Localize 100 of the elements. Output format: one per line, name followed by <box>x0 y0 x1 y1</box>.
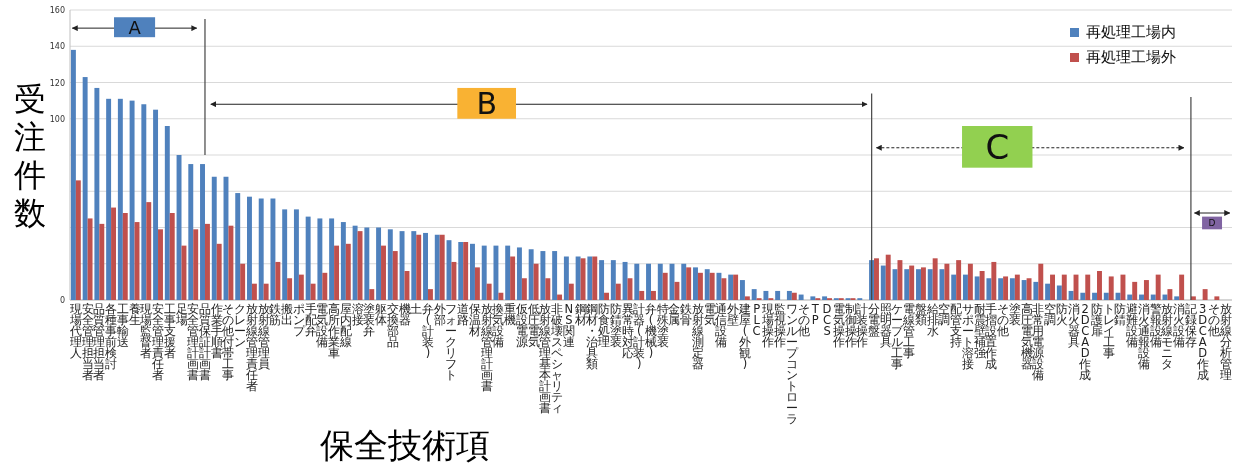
x-tick-label: 搬出 <box>281 302 294 327</box>
x-tick-label: クレーン <box>234 302 247 349</box>
bar <box>106 98 112 300</box>
bar <box>117 98 123 300</box>
bar <box>810 296 816 300</box>
x-tick-label: NS関連 <box>562 302 575 349</box>
bar <box>651 290 656 300</box>
bar <box>129 100 135 300</box>
x-tick-label: 機器 <box>398 302 411 327</box>
bar <box>909 265 915 300</box>
x-tick-label: 鋼材・治具類 <box>586 302 599 371</box>
x-tick-label: 放射線管理責任者 <box>245 302 258 393</box>
x-tick-label: 放射線モニタ <box>1161 302 1174 371</box>
bar <box>516 247 522 300</box>
bar <box>99 223 105 300</box>
x-tick-label: 鉄骨 <box>680 302 693 327</box>
bar <box>563 256 569 300</box>
bar <box>693 267 698 300</box>
x-tick-label: 建屋(外観) <box>738 302 751 371</box>
x-tick-label: 警報設備 <box>1149 302 1162 349</box>
x-tick-label: 通信設備 <box>715 302 728 349</box>
x-tick-label: 外部 <box>433 302 446 327</box>
x-tick-label: 金属 <box>668 302 681 327</box>
x-tick-label: 鋼材 <box>574 302 587 327</box>
bar <box>880 265 886 300</box>
bar <box>1202 289 1208 300</box>
bar <box>622 261 628 300</box>
y-tick-label: 160 <box>49 6 65 15</box>
bar <box>1033 281 1039 300</box>
bar <box>610 260 616 300</box>
bar <box>329 218 335 300</box>
x-tick-label: 電気 <box>703 302 716 327</box>
x-tick-label: 空調 <box>938 302 951 327</box>
bar <box>1120 274 1126 300</box>
x-tick-label: 交換部品 <box>386 302 399 349</box>
bar <box>704 269 710 300</box>
bar <box>369 289 375 300</box>
bar <box>481 245 487 300</box>
bar <box>247 196 252 300</box>
bar <box>169 213 175 300</box>
x-tick-label: 鉄筋 <box>269 302 282 327</box>
bar <box>1108 276 1114 300</box>
bar <box>1179 274 1185 300</box>
bar <box>1092 292 1098 300</box>
bar <box>634 263 640 300</box>
x-tick-label: 防食処理 <box>598 302 611 349</box>
bar <box>962 274 968 300</box>
bar <box>458 242 464 300</box>
bar <box>434 234 440 300</box>
x-tick-label: 防護扉 <box>1091 302 1103 338</box>
bar <box>763 290 769 300</box>
bar <box>646 263 651 300</box>
x-tick-label: 防火 <box>1055 302 1068 327</box>
bar <box>1021 280 1027 300</box>
bar <box>1103 292 1109 300</box>
bar <box>111 207 117 300</box>
bar <box>439 234 445 300</box>
bar <box>587 256 593 300</box>
x-tick-label: その他付帯工事 <box>222 302 235 382</box>
bar <box>557 294 563 300</box>
bar <box>310 283 316 300</box>
x-tick-label: 3DCAD作成 <box>1196 302 1209 382</box>
x-tick-label: 2DCAD作成 <box>1079 302 1092 382</box>
bar <box>927 269 933 300</box>
bar <box>1061 274 1067 300</box>
bar <box>258 198 264 300</box>
bar <box>1003 276 1009 300</box>
x-tick-label: 溶接 <box>351 302 364 327</box>
x-tick-label: 現場代理人 <box>69 302 82 360</box>
bar <box>82 77 88 300</box>
bar <box>916 269 921 300</box>
x-tick-label: 養生 <box>128 302 141 327</box>
bar <box>1009 278 1015 300</box>
y-tick-label: 0 <box>59 296 65 305</box>
bar <box>904 269 910 300</box>
bar <box>932 258 938 300</box>
bar <box>552 251 558 300</box>
bar <box>411 231 417 300</box>
x-tick-label: 現場操作 <box>762 302 775 349</box>
x-tick-label: 監視操作 <box>774 302 787 349</box>
x-tick-label: 工事輸送 <box>116 302 129 349</box>
bar <box>1056 285 1062 300</box>
x-tick-label: 現場監督者 <box>140 302 153 360</box>
x-tick-label: 足場 <box>175 302 188 327</box>
bar <box>786 290 792 300</box>
bar <box>510 256 516 300</box>
bar <box>486 283 492 300</box>
bar <box>345 243 351 300</box>
bar <box>1150 294 1156 300</box>
bar <box>1139 294 1144 300</box>
annotation: A <box>128 16 142 38</box>
bar <box>122 213 128 300</box>
x-tick-label: 保温材 <box>468 302 481 338</box>
x-tick-label: 配管支持 <box>950 302 963 349</box>
bar <box>176 155 182 300</box>
bar <box>416 234 422 300</box>
bar <box>94 87 100 300</box>
bar <box>568 283 574 300</box>
bar <box>662 272 668 300</box>
bar <box>1167 289 1173 300</box>
